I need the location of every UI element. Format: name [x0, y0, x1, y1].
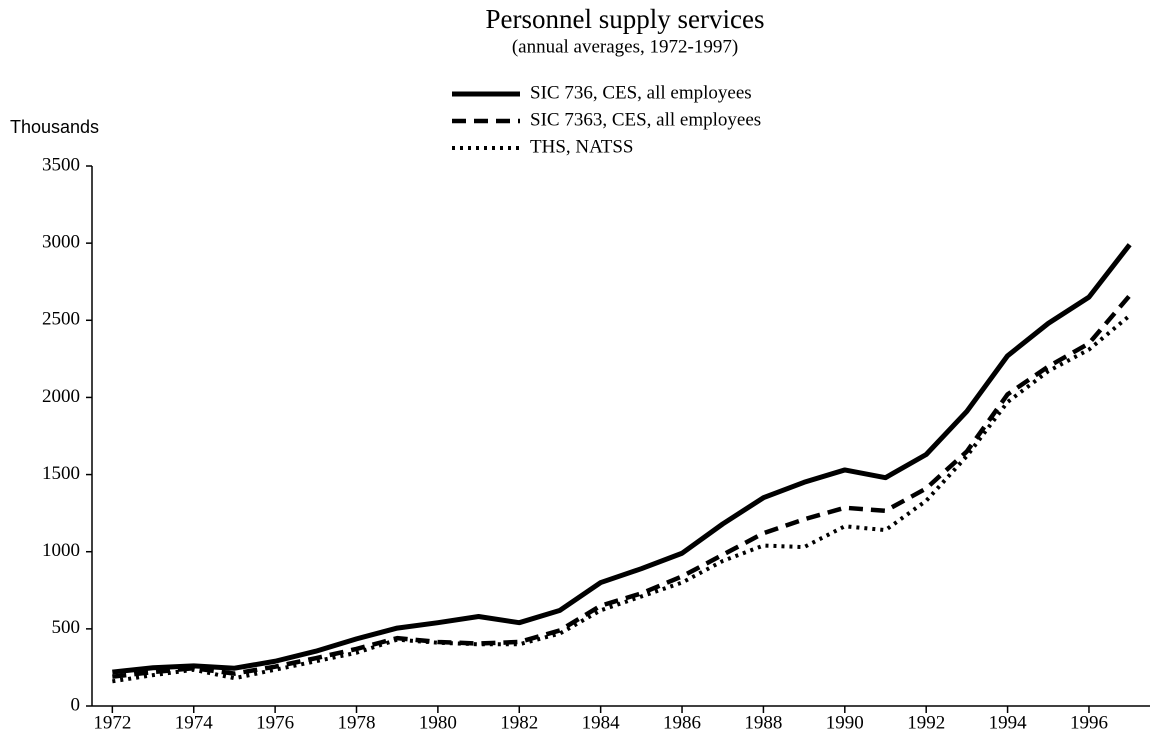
x-tick-label: 1988	[744, 712, 782, 733]
y-tick-label: 3500	[42, 154, 80, 175]
x-tick-label: 1982	[500, 712, 538, 733]
legend-label: SIC 736, CES, all employees	[530, 82, 752, 103]
y-tick-label: 2000	[42, 386, 80, 407]
series-line	[112, 243, 1132, 675]
y-tick-label: 1000	[42, 540, 80, 561]
y-tick-label: 0	[71, 694, 81, 715]
x-tick-label: 1984	[582, 712, 621, 733]
legend-label: THS, NATSS	[530, 136, 633, 157]
x-tick-label: 1990	[826, 712, 864, 733]
y-tick-label: 1500	[42, 463, 80, 484]
x-tick-label: 1974	[175, 712, 214, 733]
x-tick-label: 1980	[419, 712, 457, 733]
series-line	[112, 314, 1131, 684]
chart-title: Personnel supply services	[486, 4, 765, 34]
series-line	[112, 294, 1132, 679]
y-tick-label: 2500	[42, 309, 80, 330]
x-tick-label: 1978	[338, 712, 376, 733]
x-tick-label: 1976	[256, 712, 294, 733]
x-tick-label: 1972	[93, 712, 131, 733]
y-tick-label: 3000	[42, 232, 80, 253]
chart-subtitle: (annual averages, 1972-1997)	[512, 36, 738, 57]
x-tick-label: 1992	[907, 712, 945, 733]
x-tick-label: 1986	[663, 712, 701, 733]
x-tick-label: 1996	[1070, 712, 1108, 733]
y-tick-label: 500	[52, 617, 81, 638]
y-axis-label: Thousands	[10, 117, 99, 137]
x-tick-label: 1994	[989, 712, 1028, 733]
legend-label: SIC 7363, CES, all employees	[530, 109, 761, 130]
